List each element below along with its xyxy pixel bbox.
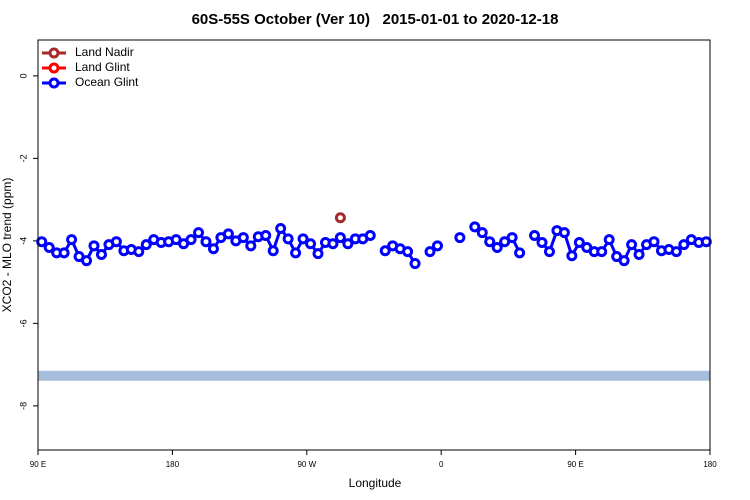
data-point [312,248,324,260]
data-point [626,239,638,251]
data-point [222,228,234,240]
data-point [364,230,376,242]
y-tick-label: -8 [18,402,28,410]
data-point [305,238,317,250]
x-tick-label: 90 W [297,460,316,469]
data-point [297,233,309,245]
y-tick-label: 0 [18,73,28,78]
data-point [529,230,541,242]
data-point [700,236,712,248]
legend-marker [48,47,60,59]
data-point [282,233,294,245]
data-point [596,246,608,258]
data-point [334,212,346,224]
x-tick-label: 180 [703,460,717,469]
data-point [140,239,152,251]
data-point [514,247,526,259]
legend-marker [48,62,60,74]
data-point [476,227,488,239]
x-tick-label: 90 E [567,460,583,469]
y-tick-label: -4 [18,237,28,245]
data-point [58,247,70,259]
y-tick-label: -6 [18,319,28,327]
data-point [342,238,354,250]
x-tick-label: 90 E [30,460,46,469]
x-axis-label: Longitude [349,476,402,490]
data-point [275,223,287,235]
y-tick-label: -2 [18,154,28,162]
data-point [193,227,205,239]
data-point [454,232,466,244]
legend-label: Ocean Glint [75,75,139,89]
data-point [670,246,682,258]
data-point [506,232,518,244]
data-point [379,245,391,257]
data-point [260,230,272,242]
data-point [81,255,93,267]
data-point [267,245,279,257]
data-point [618,255,630,267]
data-point [66,234,78,246]
data-point [290,247,302,259]
chart-title: 60S-55S October (Ver 10) 2015-01-01 to 2… [192,11,559,28]
data-point [603,234,615,246]
reference-band [38,370,710,381]
data-point [536,237,548,249]
data-point [633,248,645,260]
legend-label: Land Nadir [75,45,134,59]
data-point [133,246,145,258]
data-point [334,232,346,244]
data-point [43,241,55,253]
data-point [424,246,436,258]
y-axis-label: XCO2 - MLO trend (ppm) [0,178,14,313]
legend-label: Land Glint [75,60,130,74]
data-point [566,250,578,262]
data-point [543,246,555,258]
data-point [200,236,212,248]
data-point [95,248,107,260]
data-point [402,246,414,258]
x-tick-label: 180 [166,460,180,469]
data-point [36,236,48,248]
data-point [678,239,690,251]
data-point [469,221,481,233]
data-point [327,238,339,250]
data-point [573,237,585,249]
data-point [409,258,421,270]
data-point [88,240,100,252]
plot-frame [37,39,711,451]
data-point [237,232,249,244]
data-point [484,236,496,248]
data-point [431,240,443,252]
data-point [558,227,570,239]
data-point [245,240,257,252]
x-tick-label: 0 [439,460,444,469]
data-point [648,236,660,248]
data-point [207,243,219,255]
data-point [110,236,122,248]
data-point [185,234,197,246]
data-point [491,241,503,253]
legend-marker [48,77,60,89]
